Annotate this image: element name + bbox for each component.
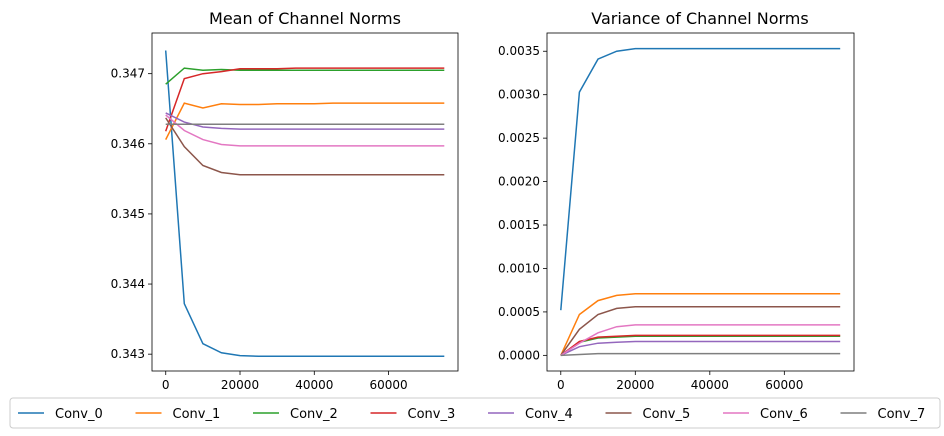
mean-x-tick-label: 40000 [295,378,333,392]
variance-series-conv-2 [560,335,841,357]
mean-x-tick-label: 20000 [221,378,259,392]
variance-y-tick-label: 0.0010 [498,261,540,275]
mean-y-tick-label: 0.347 [111,67,145,81]
mean-y-tick-label: 0.343 [111,347,145,361]
legend-label-conv-4: Conv_4 [525,407,573,422]
mean-chart-panel: Mean of Channel Norms 0 20000 40000 60000 0.… [111,9,459,392]
legend-label-conv-0: Conv_0 [55,407,103,422]
variance-y-tick-label: 0.0030 [498,88,540,102]
mean-series-conv-2 [165,67,445,85]
mean-chart-title: Mean of Channel Norms [209,9,401,28]
mean-series-conv-6 [165,114,445,147]
variance-series-conv-0 [560,47,841,311]
variance-series-conv-5 [560,305,841,356]
variance-y-tick-label: 0.0035 [498,44,540,58]
legend-label-conv-5: Conv_5 [643,407,691,422]
legend-label-conv-7: Conv_7 [878,407,926,422]
variance-x-tick-label: 20000 [616,378,654,392]
variance-series-conv-3 [560,334,841,357]
mean-series-conv-5 [165,117,445,176]
mean-series-conv-0 [164,50,445,358]
variance-y-tick-label: 0.0020 [498,175,540,189]
variance-y-tick-label: 0.0000 [498,348,540,362]
mean-x-tick-label: 0 [162,378,170,392]
variance-series-conv-7 [560,352,841,357]
legend-frame [9,397,941,429]
variance-series-conv-4 [560,340,841,357]
mean-y-tick-label: 0.345 [111,207,145,221]
legend: Conv_0 Conv_1 Conv_2 Conv_3 Conv_4 Conv_5 Conv… [9,397,941,429]
legend-label-conv-2: Conv_2 [290,407,338,422]
legend-label-conv-3: Conv_3 [408,407,456,422]
legend-label-conv-6: Conv_6 [760,407,808,422]
variance-y-tick-label: 0.0025 [498,131,540,145]
mean-x-tick-label: 60000 [369,378,407,392]
variance-x-tick-label: 60000 [765,378,803,392]
mean-y-tick-label: 0.344 [111,277,145,291]
mean-series-conv-4 [165,112,445,130]
mean-chart-frame [151,32,459,372]
variance-y-tick-label: 0.0005 [498,305,540,319]
mean-y-tick-label: 0.346 [111,137,145,151]
variance-x-tick-label: 40000 [691,378,729,392]
mean-series-conv-1 [165,102,445,140]
variance-y-tick-label: 0.0015 [498,218,540,232]
variance-chart-panel: Variance of Channel Norms 0 20000 40000 600… [498,9,855,392]
variance-chart-frame [546,32,855,372]
variance-series-conv-1 [560,292,841,356]
variance-chart-title: Variance of Channel Norms [591,9,808,28]
mean-series-conv-3 [164,67,445,132]
variance-series-conv-6 [560,324,841,357]
variance-x-tick-label: 0 [557,378,565,392]
legend-label-conv-1: Conv_1 [173,407,221,422]
